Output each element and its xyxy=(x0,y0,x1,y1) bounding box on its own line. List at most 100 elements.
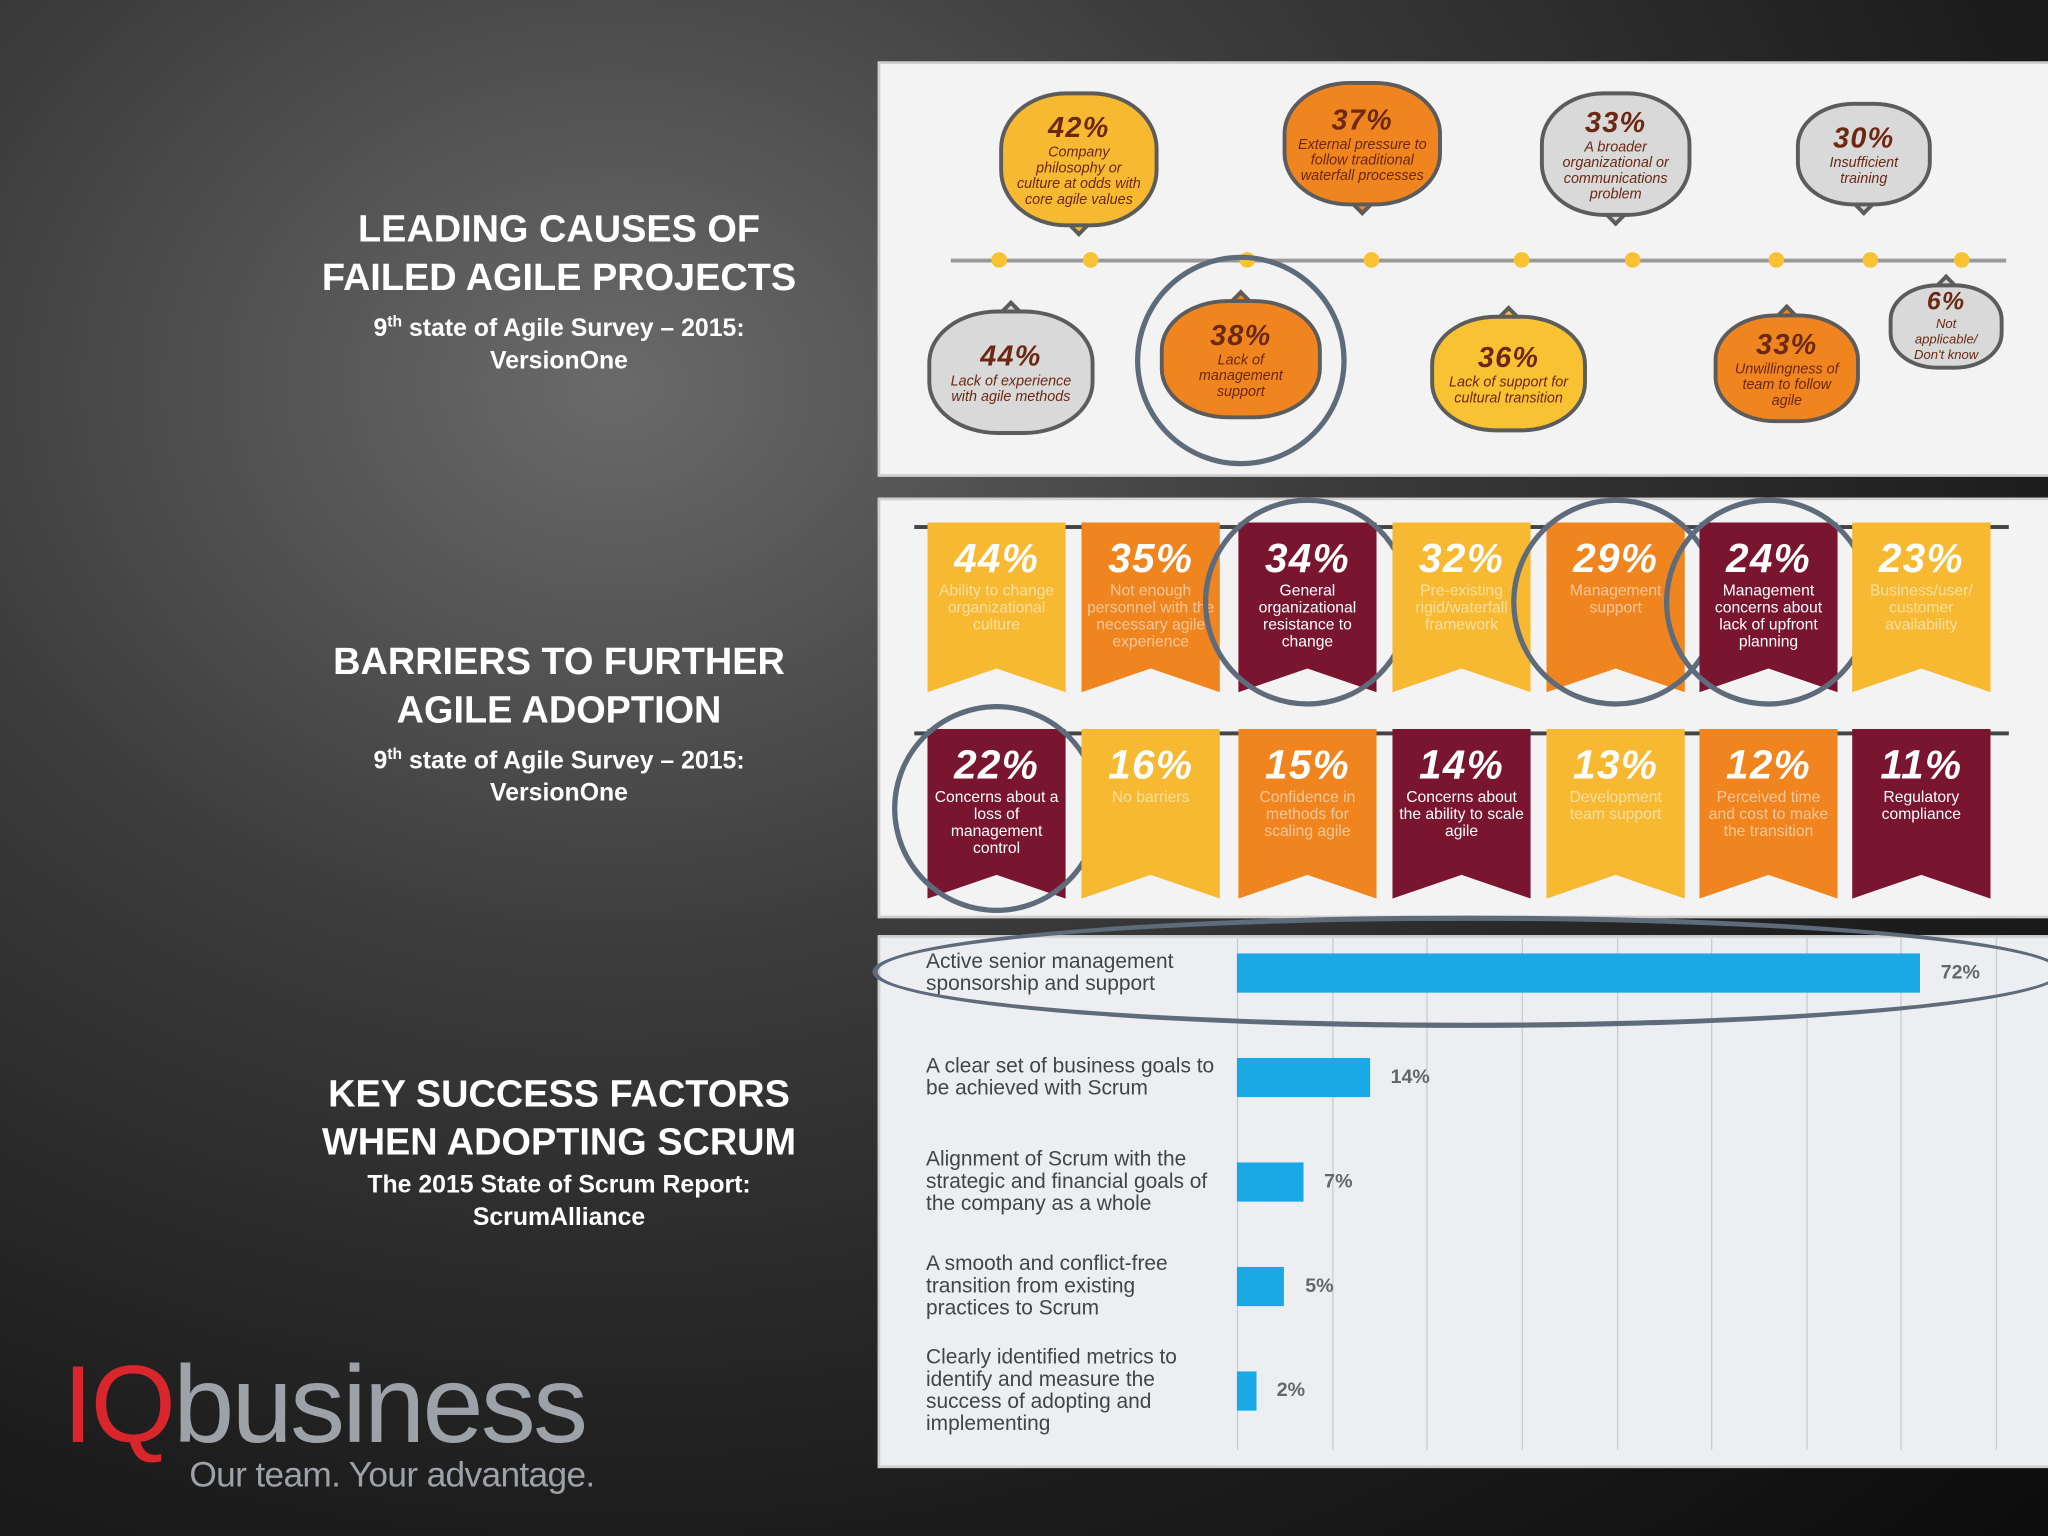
banner-label: Development team support xyxy=(1569,787,1662,823)
banner-flag: 13% Development team support xyxy=(1546,728,1685,899)
banner-flag: 12% Perceived time and cost to make the t… xyxy=(1699,728,1838,899)
timeline-dot xyxy=(1363,252,1380,268)
value-label: 5% xyxy=(1305,1274,1334,1297)
bubble-label: Unwillingness of team to follow agile xyxy=(1734,361,1839,409)
banner-percent: 15% xyxy=(1264,741,1350,788)
grid-line xyxy=(1806,937,1808,1450)
timeline-dot xyxy=(1513,252,1530,268)
timeline-dot xyxy=(1862,252,1879,268)
bubble-percent: 33% xyxy=(1756,327,1818,361)
heading-source: VersionOne xyxy=(490,780,628,808)
grid-line xyxy=(1900,937,1903,1450)
banner-percent: 35% xyxy=(1108,535,1194,582)
section-heading: BARRIERS TO FURTHER AGILE ADOPTION 9th sta… xyxy=(219,639,898,812)
value-label: 2% xyxy=(1276,1379,1306,1402)
heading-source: ScrumAlliance xyxy=(472,1204,646,1232)
bubble-percent: 30% xyxy=(1833,121,1895,155)
bubble-percent: 44% xyxy=(980,339,1042,373)
bubble-percent: 36% xyxy=(1477,340,1540,374)
subtitle-text: The 2015 State of Scrum Report: xyxy=(367,1171,751,1200)
banner-percent: 12% xyxy=(1725,741,1811,788)
timeline xyxy=(950,258,2007,263)
heading-title: BARRIERS TO FURTHER xyxy=(333,641,785,684)
speech-bubble: 42% Company philosophy or culture at odds… xyxy=(999,91,1159,228)
timeline-dot xyxy=(1082,252,1099,268)
banner-flag: 14% Concerns about the ability to scale a… xyxy=(1392,728,1531,899)
ordinal: 9 xyxy=(373,747,388,775)
highlight-ring xyxy=(1135,254,1347,467)
banner-flag: 11% Regulatory compliance xyxy=(1852,728,1991,899)
section-heading: KEY SUCCESS FACTORS WHEN ADOPTING SCRUM Th… xyxy=(219,1071,898,1236)
banner-flag: 15% Confidence in methods for scaling agi… xyxy=(1238,728,1377,899)
bubble-percent: 6% xyxy=(1926,288,1966,317)
banner-flag: 44% Ability to change organizational cult… xyxy=(927,522,1066,693)
logo: IQbusiness xyxy=(62,1342,588,1466)
bubble-label: External pressure to follow traditional … xyxy=(1297,137,1427,185)
bubble-percent: 37% xyxy=(1331,103,1393,136)
grid-line xyxy=(1521,937,1523,1450)
bubble-label: A broader organizational or communicatio… xyxy=(1562,139,1669,203)
banner-percent: 13% xyxy=(1573,741,1659,788)
speech-bubble: 30% Insufficient training xyxy=(1795,101,1932,207)
banner-label: Regulatory compliance xyxy=(1881,787,1961,823)
banner-label: Business/user/ customer availability xyxy=(1869,581,1973,634)
value-label: 14% xyxy=(1390,1065,1430,1088)
banner-percent: 11% xyxy=(1880,741,1963,788)
banner-percent: 23% xyxy=(1878,535,1964,582)
heading-subtitle: 9th state of Agile Survey – 2015: xyxy=(219,738,898,778)
banner-flag: 16% No barriers xyxy=(1081,728,1220,899)
timeline-dot xyxy=(1953,252,1970,268)
banner-percent: 44% xyxy=(954,535,1040,582)
banner-percent: 32% xyxy=(1419,535,1505,582)
heading-subtitle: The 2015 State of Scrum Report: xyxy=(219,1170,898,1201)
heading-title: FAILED AGILE PROJECTS xyxy=(321,257,797,300)
subtitle-text: state of Agile Survey – 2015: xyxy=(408,315,745,343)
banner-label: No barriers xyxy=(1111,787,1190,806)
grid-line xyxy=(1995,937,1998,1450)
bar xyxy=(1236,1266,1285,1307)
speech-bubble: 37% External pressure to follow tradition… xyxy=(1282,80,1442,207)
factor-label: A clear set of business goals to be achi… xyxy=(926,1055,1215,1100)
highlight-ring xyxy=(1663,497,1873,707)
banner-flag: 35% Not enough personnel with the necessa… xyxy=(1081,522,1220,693)
ordinal: 9 xyxy=(373,315,388,343)
section-heading: LEADING CAUSES OF FAILED AGILE PROJECTS 9t… xyxy=(219,206,898,379)
factor-label: Clearly identified metrics to identify a… xyxy=(926,1346,1177,1436)
bubble-label: Company philosophy or culture at odds wi… xyxy=(1016,144,1141,208)
highlight-ellipse xyxy=(872,915,2048,1028)
heading-title: KEY SUCCESS FACTORS xyxy=(328,1073,790,1116)
bubble-percent: 33% xyxy=(1584,105,1647,139)
speech-bubble: 33% A broader organizational or communica… xyxy=(1539,91,1692,217)
bubble-label: Lack of support for cultural transition xyxy=(1449,374,1569,407)
grid-line xyxy=(1426,937,1428,1450)
factor-label: A smooth and conflict-free transition fr… xyxy=(926,1253,1168,1320)
grid-line xyxy=(1331,937,1334,1450)
subtitle-text: state of Agile Survey – 2015: xyxy=(408,747,745,775)
factor-label: Alignment of Scrum with the strategic an… xyxy=(926,1148,1208,1216)
heading-title: AGILE ADOPTION xyxy=(396,689,722,732)
heading-title: LEADING CAUSES OF xyxy=(358,208,760,251)
speech-bubble: 33% Unwillingness of team to follow agile xyxy=(1713,313,1860,424)
bar xyxy=(1236,1162,1304,1202)
banner-label: Pre-existing rigid/waterfall framework xyxy=(1415,581,1508,634)
bubble-label: Insufficient training xyxy=(1829,155,1899,187)
timeline-dot xyxy=(1768,252,1785,268)
bubble-label: Lack of experience with agile methods xyxy=(950,373,1072,405)
banner-label: Ability to change organizational culture xyxy=(939,581,1055,634)
banner-percent: 16% xyxy=(1108,741,1194,788)
grid-line xyxy=(1711,937,1713,1450)
bar xyxy=(1236,1371,1256,1411)
speech-bubble: 6% Not applicable/ Don't know xyxy=(1888,283,2004,370)
ordinal-suffix: th xyxy=(387,312,403,331)
heading-title: WHEN ADOPTING SCRUM xyxy=(321,1121,797,1164)
heading-subtitle: 9th state of Agile Survey – 2015: xyxy=(219,306,898,346)
logo-business: business xyxy=(173,1342,588,1466)
banner-label: Not enough personnel with the necessary … xyxy=(1087,581,1215,651)
bar xyxy=(1236,1057,1370,1098)
logo-iq: IQ xyxy=(62,1342,176,1466)
ordinal-suffix: th xyxy=(387,744,403,763)
bubble-label: Not applicable/ Don't know xyxy=(1914,317,1979,364)
logo-tagline: Our team. Your advantage. xyxy=(189,1455,595,1495)
banner-label: Concerns about the ability to scale agil… xyxy=(1399,787,1524,840)
